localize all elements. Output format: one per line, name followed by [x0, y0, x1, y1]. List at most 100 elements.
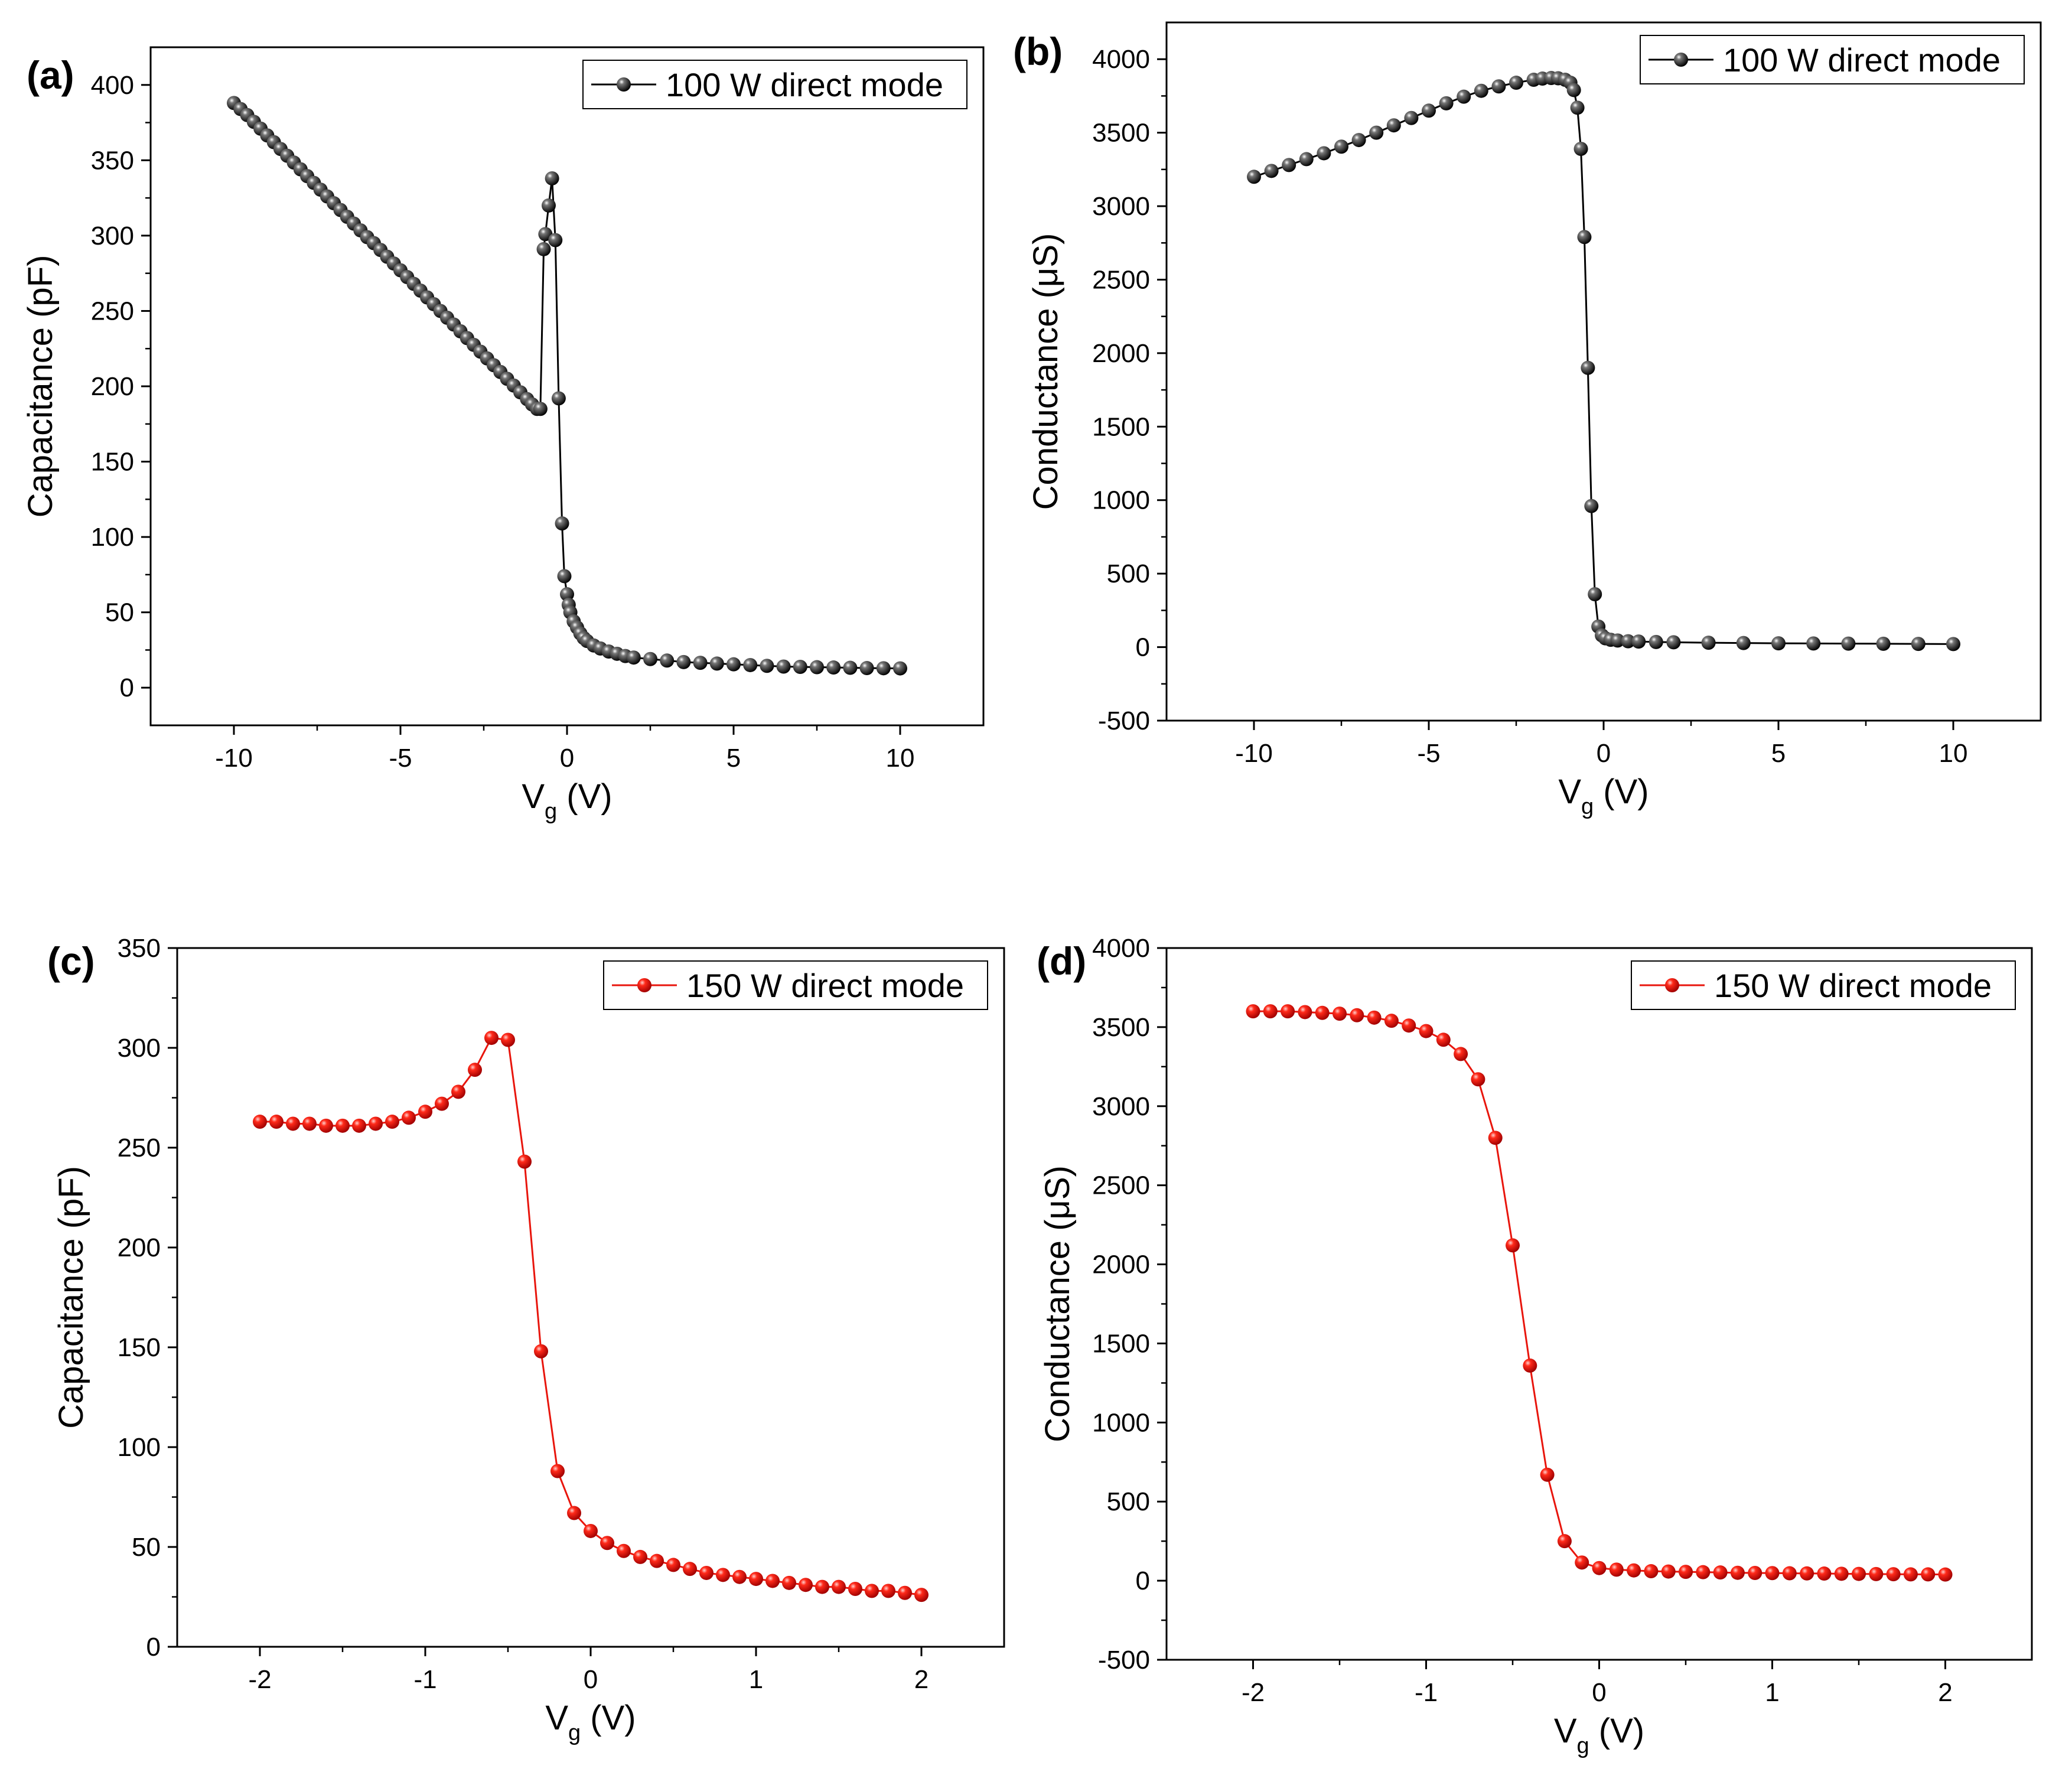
chart-c-data-point — [600, 1536, 614, 1550]
chart-c-data-point — [369, 1116, 383, 1131]
chart-d-data-point — [1471, 1072, 1485, 1087]
chart-c-data-point — [302, 1116, 317, 1131]
chart-b-data-point — [1299, 152, 1314, 167]
chart-a-legend-label: 100 W direct mode — [666, 66, 943, 103]
chart-b-data-point — [1509, 76, 1523, 90]
chart-d-data-point — [1592, 1561, 1607, 1575]
chart-c-data-point — [782, 1575, 796, 1590]
chart-a-data-point — [545, 171, 559, 185]
chart-a-data-point — [810, 660, 824, 675]
chart-d-data-point — [1713, 1565, 1728, 1580]
chart-d-y-tick-label: 3000 — [1092, 1092, 1150, 1121]
chart-d-y-tick-label: 0 — [1136, 1566, 1150, 1595]
chart-b-data-point — [1386, 118, 1401, 133]
chart-c-data-point — [269, 1115, 284, 1129]
chart-a-data-point — [726, 657, 741, 672]
chart-b-x-axis-title: Vg (V) — [1558, 773, 1649, 819]
chart-c-data-point — [617, 1543, 631, 1558]
chart-a-data-point — [859, 661, 874, 676]
chart-a-legend-marker — [617, 77, 631, 92]
chart-a-data-point — [743, 657, 758, 672]
chart-b-data-point — [1946, 637, 1960, 652]
chart-a-x-tick-label: -5 — [389, 744, 412, 773]
chart-c-data-point — [832, 1579, 846, 1594]
chart-a-data-point — [693, 656, 708, 670]
chart-a-data-point — [826, 660, 841, 675]
chart-d-legend-marker — [1665, 978, 1679, 992]
chart-b-data-point — [1631, 634, 1646, 649]
chart-d-data-point — [1263, 1004, 1278, 1019]
chart-c-data-point — [567, 1506, 581, 1520]
chart-b-y-tick-label: 1500 — [1092, 412, 1150, 441]
chart-d-data-point — [1817, 1566, 1832, 1581]
chart-b-y-tick-label: 500 — [1107, 559, 1150, 588]
chart-d-y-tick-label: 1000 — [1092, 1408, 1150, 1437]
chart-a-data-point — [533, 402, 548, 416]
chart-d-y-tick-label: 2500 — [1092, 1171, 1150, 1200]
chart-c-x-tick-label: 1 — [749, 1665, 763, 1694]
chart-c-data-point — [534, 1344, 548, 1359]
chart-c-data-point — [799, 1578, 813, 1592]
chart-b-legend-label: 100 W direct mode — [1723, 41, 2001, 79]
chart-b-data-point — [1566, 83, 1581, 97]
chart-d-data-point — [1800, 1566, 1814, 1581]
chart-c-data-point — [286, 1116, 300, 1131]
chart-c-data-point — [385, 1115, 399, 1129]
chart-c-data-point — [253, 1115, 267, 1129]
chart-b-y-tick-label: 1000 — [1092, 486, 1150, 515]
chart-a-y-tick-label: 350 — [91, 146, 134, 175]
chart-c-plot-frame — [176, 947, 1005, 1648]
chart-d-y-tick-label: 3500 — [1092, 1013, 1150, 1042]
chart-c-data-point — [914, 1588, 929, 1602]
chart-d-x-tick-label: -1 — [1415, 1678, 1438, 1707]
chart-b-y-tick-label: 0 — [1136, 633, 1150, 662]
chart-b-data-point — [1474, 83, 1488, 98]
chart-c-y-tick-label: 350 — [118, 934, 161, 963]
chart-b: -10 -5 0 5 10 -500 0 500 1000 1500 2000 2500 3000 350… — [1013, 21, 2042, 819]
chart-d-data-point — [1627, 1563, 1641, 1578]
chart-a-data-point — [793, 660, 807, 675]
chart-c-x-tick-label: -1 — [413, 1665, 436, 1694]
chart-a-x-axis-title: Vg (V) — [522, 777, 612, 824]
chart-c-data-point — [550, 1464, 565, 1478]
chart-a-data-point — [541, 198, 556, 213]
chart-d-data-point — [1644, 1564, 1659, 1579]
chart-d-data-point — [1333, 1006, 1347, 1021]
chart-c-data-point — [435, 1096, 449, 1111]
chart-b-x-tick-label: 5 — [1771, 739, 1786, 768]
chart-c-data-point — [517, 1154, 532, 1169]
chart-b-data-point — [1334, 139, 1348, 154]
chart-d-x-tick-label: 2 — [1938, 1678, 1952, 1707]
chart-c-data-point — [633, 1549, 647, 1564]
chart-d-data-point — [1730, 1565, 1745, 1580]
chart-b-data-point — [1610, 633, 1625, 648]
chart-c-y-tick-label: 50 — [132, 1533, 161, 1562]
chart-b-data-point — [1282, 158, 1296, 172]
chart-c-data-point — [732, 1569, 747, 1584]
chart-d-data-point — [1540, 1467, 1555, 1482]
chart-d-data-point — [1852, 1566, 1866, 1581]
chart-c-data-point — [319, 1118, 333, 1133]
chart-b-y-tick-label: 2000 — [1092, 339, 1150, 368]
chart-c-data-point — [881, 1584, 895, 1598]
chart-c-data-point — [501, 1032, 515, 1047]
chart-c-data-point — [716, 1568, 730, 1582]
chart-a-y-tick-label: 400 — [91, 71, 134, 100]
chart-b-data-point — [1806, 636, 1821, 651]
chart-d-data-point — [1298, 1005, 1312, 1019]
chart-c: -2 -1 0 1 2 0 50 100 150 200 250 300 350 Vg (V) Capaci… — [47, 934, 1005, 1745]
chart-d-data-point — [1765, 1566, 1780, 1581]
chart-d-y-tick-label: 500 — [1107, 1487, 1150, 1516]
chart-c-data-point — [484, 1031, 499, 1045]
chart-c-data-point — [898, 1585, 912, 1600]
chart-d-x-tick-label: -2 — [1242, 1678, 1265, 1707]
chart-c-data-point — [650, 1553, 664, 1568]
chart-d-data-point — [1938, 1567, 1953, 1582]
chart-b-data-point — [1736, 636, 1751, 650]
chart-d-data-point — [1921, 1567, 1936, 1582]
chart-d-data-point — [1350, 1008, 1364, 1022]
chart-a-y-tick-label: 50 — [105, 598, 134, 627]
chart-d-data-point — [1696, 1565, 1711, 1579]
chart-d-data-point — [1679, 1565, 1693, 1579]
chart-a-panel-label: (a) — [27, 53, 74, 97]
